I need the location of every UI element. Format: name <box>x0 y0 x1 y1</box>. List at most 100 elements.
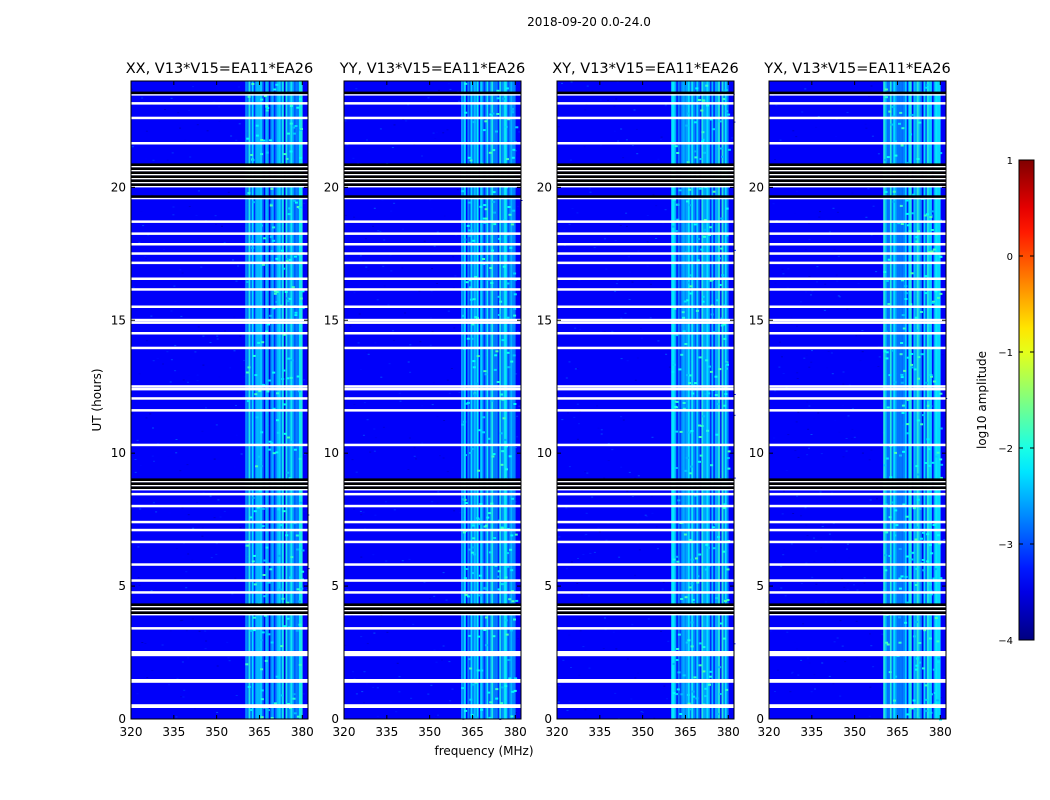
x-tick-label: 350 <box>205 725 228 739</box>
flagged-row <box>344 142 521 145</box>
flagged-row <box>769 540 946 544</box>
flagged-row <box>344 346 521 350</box>
flagged-row <box>557 492 734 496</box>
x-axis-label: frequency (MHz) <box>434 744 533 758</box>
flagged-row <box>131 261 308 265</box>
flagged-row <box>131 563 308 566</box>
flagged-row <box>344 232 521 235</box>
y-tick-label: 20 <box>111 180 126 194</box>
flagged-row <box>344 220 521 223</box>
panel-1: YY, V13*V15=EA11*EA26 320 335 350 365 380 0 5 10… <box>324 61 527 739</box>
band <box>245 81 305 719</box>
band <box>671 81 731 719</box>
flagged-row <box>344 492 521 496</box>
black-band <box>769 478 946 491</box>
flagged-row <box>344 679 521 682</box>
flagged-rows <box>344 91 521 708</box>
flagged-row <box>131 492 308 496</box>
x-tick-label: 350 <box>631 725 654 739</box>
flagged-row <box>557 288 734 291</box>
flagged-row <box>131 387 308 391</box>
colorbar-tick-label: −2 <box>998 444 1013 455</box>
black-band <box>557 603 734 616</box>
black-band <box>557 163 734 188</box>
black-band <box>131 478 308 491</box>
black-band <box>557 91 734 96</box>
x-tick-label: 335 <box>800 725 823 739</box>
flagged-row <box>769 504 946 508</box>
black-band <box>769 91 946 96</box>
black-band <box>131 195 308 200</box>
x-tick-label: 335 <box>162 725 185 739</box>
colorbar-gradient <box>1018 159 1035 641</box>
colorbar-tick-label: 0 <box>1007 252 1013 263</box>
flagged-row <box>344 288 521 291</box>
x-tick-label: 380 <box>504 725 527 739</box>
flagged-row <box>131 277 308 280</box>
flagged-row <box>557 651 734 654</box>
flagged-row <box>344 261 521 265</box>
flagged-row <box>557 321 734 324</box>
x-tick-label: 335 <box>375 725 398 739</box>
y-tick-label: 10 <box>749 446 764 460</box>
flagged-row <box>344 332 521 335</box>
band <box>883 81 944 721</box>
panel-frame <box>343 80 522 720</box>
x-tick-label: 365 <box>461 725 484 739</box>
flagged-row <box>769 443 946 447</box>
flagged-row <box>344 653 521 657</box>
y-tick-label: 5 <box>756 579 764 593</box>
flagged-row <box>131 232 308 235</box>
y-tick-label: 0 <box>118 712 126 726</box>
flagged-row <box>769 409 946 412</box>
flagged-row <box>769 627 946 630</box>
y-tick-label: 15 <box>324 313 339 327</box>
flagged-row <box>769 397 946 400</box>
flagged-row <box>769 142 946 145</box>
flagged-row <box>769 492 946 496</box>
flagged-row <box>131 540 308 544</box>
flagged-row <box>557 520 734 524</box>
flagged-row <box>769 346 946 350</box>
black-band <box>131 603 308 616</box>
y-tick-label: 15 <box>111 313 126 327</box>
flagged-row <box>769 705 946 708</box>
flagged-row <box>131 305 308 308</box>
flagged-row <box>344 252 521 255</box>
flagged-row <box>557 346 734 350</box>
flagged-row <box>131 579 308 582</box>
flagged-rows <box>131 91 308 708</box>
colorbar-tick-label: −1 <box>998 348 1013 359</box>
x-tick-label: 380 <box>291 725 314 739</box>
black-band <box>344 603 521 616</box>
flagged-row <box>769 652 946 655</box>
flagged-row <box>557 563 734 566</box>
flagged-row <box>769 321 946 324</box>
black-band <box>557 478 734 491</box>
flagged-row <box>131 220 308 223</box>
flagged-row <box>131 705 308 708</box>
flagged-row <box>131 332 308 335</box>
panel-frame <box>130 80 309 720</box>
flagged-row <box>557 704 734 707</box>
flagged-row <box>344 387 521 391</box>
flagged-row <box>131 520 308 524</box>
flagged-row <box>131 653 308 657</box>
flagged-row <box>344 680 521 683</box>
flagged-row <box>557 387 734 391</box>
flagged-row <box>557 116 734 120</box>
flagged-row <box>344 652 521 655</box>
flagged-row <box>769 651 946 654</box>
flagged-row <box>131 346 308 350</box>
flagged-row <box>131 443 308 447</box>
colorbar-label: log10 amplitude <box>975 351 989 449</box>
flagged-row <box>344 443 521 447</box>
x-tick-label: 320 <box>546 725 569 739</box>
black-band <box>769 603 946 616</box>
black-band <box>131 91 308 96</box>
flagged-row <box>557 679 734 682</box>
flagged-row <box>769 653 946 657</box>
black-band <box>344 195 521 200</box>
colorbar-tick-label: −4 <box>998 636 1013 647</box>
flagged-row <box>769 288 946 291</box>
